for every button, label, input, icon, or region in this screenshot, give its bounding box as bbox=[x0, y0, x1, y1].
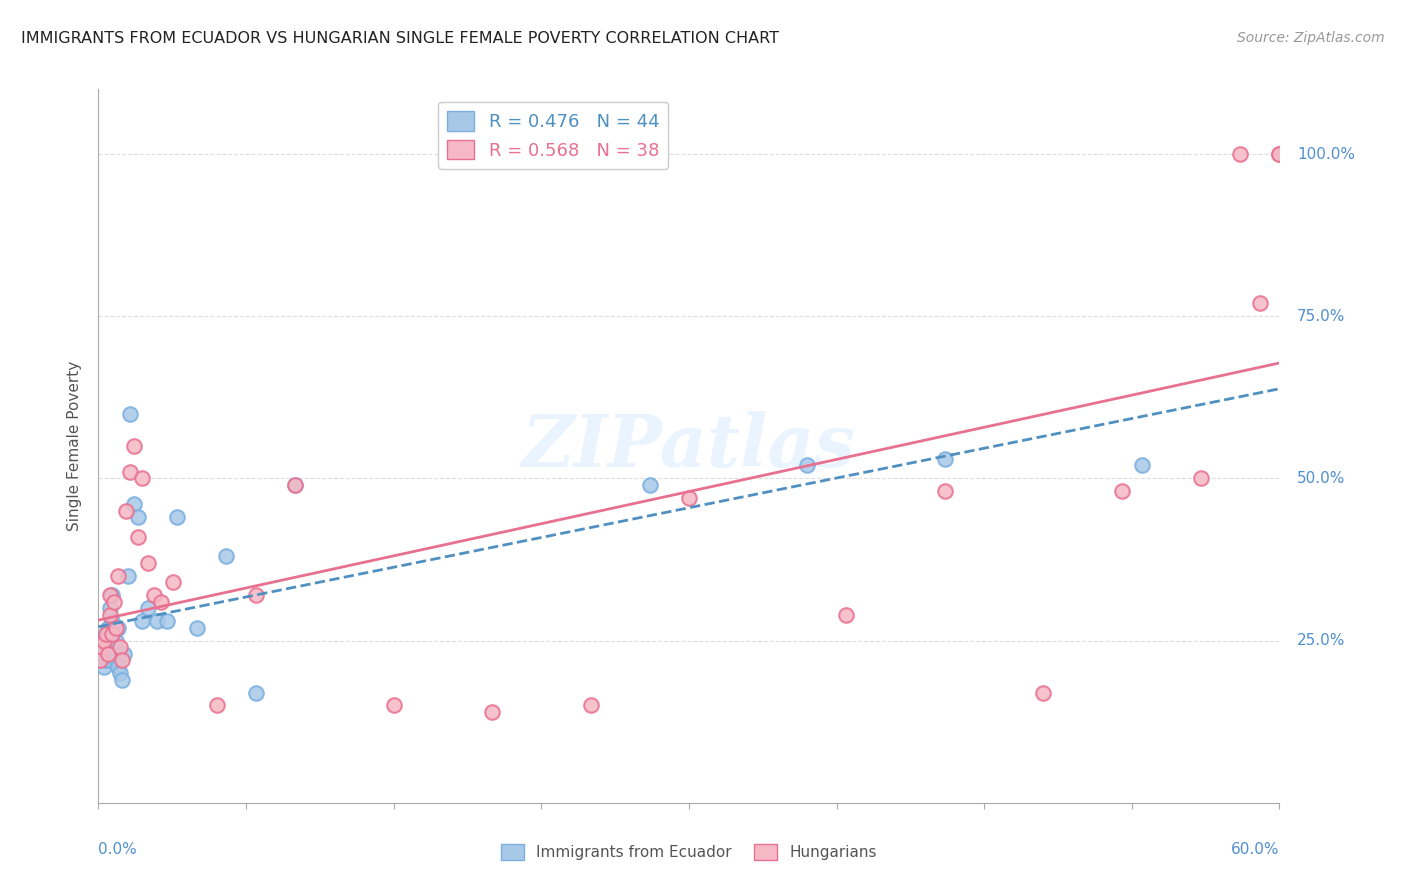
Point bbox=[107, 568, 129, 582]
Point bbox=[101, 588, 124, 602]
Point bbox=[111, 673, 134, 687]
Point bbox=[98, 601, 121, 615]
Point bbox=[97, 647, 120, 661]
Point bbox=[101, 627, 124, 641]
Point bbox=[678, 491, 700, 505]
Point bbox=[97, 647, 120, 661]
Point bbox=[150, 595, 173, 609]
Text: 0.0%: 0.0% bbox=[98, 842, 138, 857]
Point bbox=[107, 621, 129, 635]
Point bbox=[93, 633, 115, 648]
Text: 100.0%: 100.0% bbox=[1298, 146, 1355, 161]
Point bbox=[1111, 484, 1133, 499]
Point bbox=[215, 549, 238, 564]
Point bbox=[105, 633, 128, 648]
Point bbox=[115, 504, 138, 518]
Point bbox=[108, 666, 131, 681]
Point bbox=[1229, 147, 1251, 161]
Point bbox=[107, 659, 129, 673]
Point bbox=[96, 627, 118, 641]
Point bbox=[1249, 296, 1271, 310]
Point bbox=[101, 614, 124, 628]
Point bbox=[127, 530, 149, 544]
Point bbox=[166, 510, 188, 524]
Point bbox=[97, 621, 120, 635]
Text: 60.0%: 60.0% bbox=[1232, 842, 1279, 857]
Point bbox=[1130, 458, 1153, 473]
Y-axis label: Single Female Poverty: Single Female Poverty bbox=[67, 361, 83, 531]
Point bbox=[127, 510, 149, 524]
Point bbox=[98, 588, 121, 602]
Point bbox=[131, 471, 153, 485]
Legend: Immigrants from Ecuador, Hungarians: Immigrants from Ecuador, Hungarians bbox=[495, 838, 883, 866]
Point bbox=[98, 640, 121, 654]
Text: 50.0%: 50.0% bbox=[1298, 471, 1346, 486]
Text: 75.0%: 75.0% bbox=[1298, 309, 1346, 324]
Point bbox=[96, 640, 118, 654]
Point bbox=[96, 627, 118, 641]
Point bbox=[108, 640, 131, 654]
Point bbox=[1032, 685, 1054, 699]
Point bbox=[481, 705, 503, 719]
Point bbox=[98, 607, 121, 622]
Point bbox=[146, 614, 169, 628]
Point bbox=[122, 497, 145, 511]
Point bbox=[93, 633, 115, 648]
Point bbox=[93, 647, 115, 661]
Point bbox=[1268, 147, 1291, 161]
Text: Source: ZipAtlas.com: Source: ZipAtlas.com bbox=[1237, 31, 1385, 45]
Text: ZIPatlas: ZIPatlas bbox=[522, 410, 856, 482]
Point bbox=[97, 633, 120, 648]
Point bbox=[245, 685, 267, 699]
Point bbox=[112, 647, 135, 661]
Point bbox=[103, 595, 125, 609]
Point bbox=[117, 568, 139, 582]
Point bbox=[96, 653, 118, 667]
Point bbox=[142, 588, 165, 602]
Point bbox=[186, 621, 208, 635]
Point bbox=[103, 647, 125, 661]
Text: 25.0%: 25.0% bbox=[1298, 633, 1346, 648]
Point bbox=[934, 452, 956, 467]
Point bbox=[118, 407, 141, 421]
Text: IMMIGRANTS FROM ECUADOR VS HUNGARIAN SINGLE FEMALE POVERTY CORRELATION CHART: IMMIGRANTS FROM ECUADOR VS HUNGARIAN SIN… bbox=[21, 31, 779, 46]
Point bbox=[118, 465, 141, 479]
Point bbox=[101, 627, 124, 641]
Point bbox=[835, 607, 858, 622]
Point bbox=[162, 575, 184, 590]
Point bbox=[934, 484, 956, 499]
Point bbox=[91, 640, 114, 654]
Point bbox=[284, 478, 307, 492]
Point bbox=[1268, 147, 1291, 161]
Point bbox=[156, 614, 179, 628]
Point bbox=[796, 458, 818, 473]
Point bbox=[91, 640, 114, 654]
Point bbox=[105, 653, 128, 667]
Point bbox=[91, 647, 114, 661]
Point bbox=[284, 478, 307, 492]
Point bbox=[638, 478, 661, 492]
Point bbox=[103, 621, 125, 635]
Point bbox=[1189, 471, 1212, 485]
Point bbox=[579, 698, 602, 713]
Point bbox=[89, 653, 111, 667]
Point bbox=[136, 601, 159, 615]
Point bbox=[205, 698, 228, 713]
Point bbox=[122, 439, 145, 453]
Point bbox=[105, 621, 128, 635]
Point bbox=[93, 659, 115, 673]
Point bbox=[98, 653, 121, 667]
Point bbox=[89, 653, 111, 667]
Point bbox=[131, 614, 153, 628]
Point bbox=[382, 698, 405, 713]
Point bbox=[245, 588, 267, 602]
Point bbox=[111, 653, 134, 667]
Point bbox=[136, 556, 159, 570]
